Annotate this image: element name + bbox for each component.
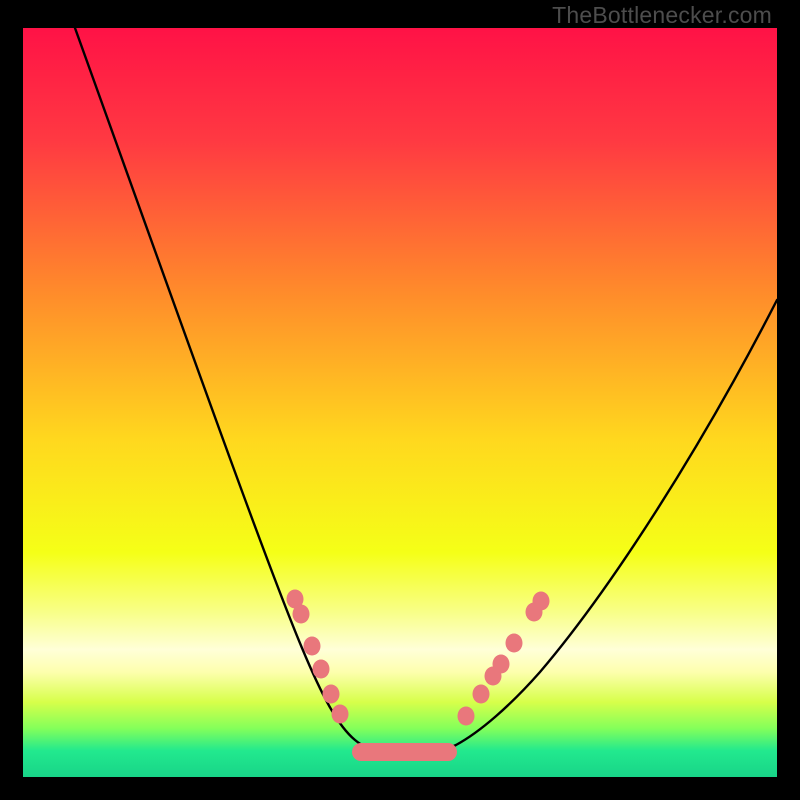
marker-dot [313, 660, 330, 679]
marker-dot [293, 605, 310, 624]
marker-dot [473, 685, 490, 704]
marker-dot [485, 667, 502, 686]
marker-dot [458, 707, 475, 726]
marker-dot [506, 634, 523, 653]
marker-dot [323, 685, 340, 704]
marker-valley-bar [352, 743, 457, 761]
gradient-background [23, 28, 777, 777]
marker-dot [526, 603, 543, 622]
watermark-text: TheBottlenecker.com [552, 2, 772, 29]
marker-dot [332, 705, 349, 724]
marker-dot [304, 637, 321, 656]
